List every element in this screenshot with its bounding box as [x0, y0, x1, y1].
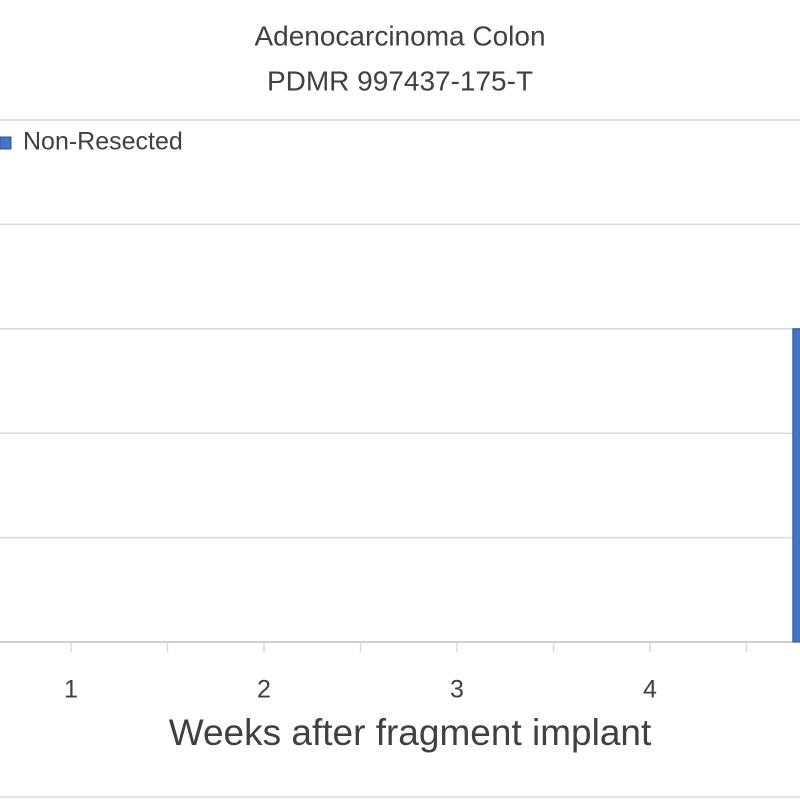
x-tick-label: 1: [64, 676, 78, 704]
chart-title: Adenocarcinoma Colon: [254, 20, 545, 51]
bar: [792, 328, 800, 643]
legend-swatch: [0, 136, 12, 150]
legend-label: Non-Resected: [23, 128, 183, 156]
chart-subtitle: PDMR 997437-175-T: [267, 65, 533, 96]
x-axis-label: Weeks after fragment implant: [169, 712, 652, 753]
x-tick-label: 3: [450, 676, 464, 704]
x-tick-label: 4: [643, 676, 657, 704]
x-tick-label: 2: [257, 676, 271, 704]
